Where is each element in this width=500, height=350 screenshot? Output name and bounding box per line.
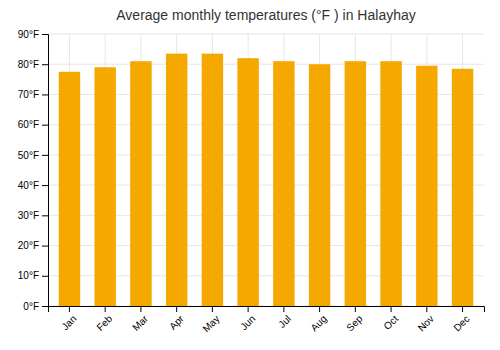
x-tick: Apr [167, 306, 186, 332]
x-tick-mark [391, 306, 392, 312]
y-tick-label: 60°F [18, 119, 39, 130]
x-tick-label: Jan [59, 313, 78, 332]
grid-line-y [48, 64, 484, 65]
bar [166, 54, 187, 306]
x-tick-label: Jul [276, 313, 293, 330]
x-tick-mark [426, 306, 427, 312]
y-tick-mark [42, 276, 48, 277]
bar [273, 61, 294, 306]
x-tick: Jun [238, 306, 257, 332]
x-tick-label: Dec [451, 313, 471, 333]
x-tick-label: Jun [238, 313, 257, 332]
x-tick-mark [248, 306, 249, 312]
y-tick-label: 30°F [18, 210, 39, 221]
grid [48, 34, 484, 306]
bar [452, 69, 473, 306]
plot-area: Jan Feb Mar Apr May Jun Jul Aug Sep Oct Nov Dec 0°F 1… [18, 29, 485, 335]
x-tick: Feb [94, 306, 114, 333]
y-tick: 90°F [18, 29, 48, 40]
bar [202, 54, 223, 306]
x-axis: Jan Feb Mar Apr May Jun Jul Aug Sep Oct Nov Dec [49, 306, 485, 334]
y-tick-label: 80°F [18, 59, 39, 70]
y-tick: 70°F [18, 89, 48, 100]
x-tick-label: Apr [167, 313, 186, 332]
x-tick: Oct [381, 306, 400, 332]
bar [380, 61, 401, 306]
x-tick-mark [105, 306, 106, 312]
x-tick-label: Oct [381, 313, 400, 332]
grid-line-y [48, 34, 484, 35]
y-tick: 10°F [18, 270, 48, 281]
x-tick: Mar [130, 306, 150, 333]
bar [59, 72, 80, 306]
y-tick-mark [42, 306, 48, 307]
x-tick-mark [69, 306, 70, 312]
y-axis-line [42, 35, 49, 307]
y-tick: 60°F [18, 119, 48, 130]
chart-container: Jan Feb Mar Apr May Jun Jul Aug Sep Oct Nov Dec 0°F 1… [0, 0, 500, 350]
bars [59, 54, 474, 306]
bar [130, 61, 151, 306]
y-tick-label: 70°F [18, 89, 39, 100]
y-axis: 0°F 10°F 20°F 30°F 40°F 50°F 60°F 70°F 80°F 90°F [18, 29, 49, 312]
bar [237, 58, 258, 306]
chart-title: Average monthly temperatures (°F ) in Ha… [116, 7, 415, 23]
bar [416, 66, 437, 306]
y-tick-mark [42, 155, 48, 156]
y-tick-mark [42, 246, 48, 247]
x-tick-label: Nov [416, 313, 436, 333]
x-tick-mark [462, 306, 463, 312]
x-tick-label: Feb [94, 313, 114, 333]
x-tick: Sep [344, 306, 365, 333]
x-tick-mark [319, 306, 320, 312]
x-tick-label: Aug [308, 313, 328, 333]
y-tick: 0°F [23, 301, 48, 312]
x-tick-mark [212, 306, 213, 312]
x-tick-mark [355, 306, 356, 312]
y-tick: 80°F [18, 59, 48, 70]
x-tick-mark [283, 306, 284, 312]
y-tick-mark [42, 215, 48, 216]
y-tick-mark [42, 185, 48, 186]
y-tick-mark [42, 34, 48, 35]
y-tick-label: 90°F [18, 29, 39, 40]
x-tick: Jan [59, 306, 78, 332]
y-tick-label: 10°F [18, 270, 39, 281]
x-tick-label: Mar [130, 313, 150, 333]
x-axis-line [49, 307, 485, 313]
chart-svg: Jan Feb Mar Apr May Jun Jul Aug Sep Oct Nov Dec 0°F 1… [0, 0, 500, 350]
bar [309, 64, 330, 306]
bar [345, 61, 366, 306]
x-tick: Dec [451, 306, 471, 333]
y-tick-mark [42, 64, 48, 65]
x-tick: May [200, 306, 221, 334]
y-tick-label: 20°F [18, 240, 39, 251]
y-tick: 50°F [18, 150, 48, 161]
bar [94, 67, 115, 306]
y-tick-mark [42, 94, 48, 95]
y-tick: 40°F [18, 180, 48, 191]
x-tick-mark [176, 306, 177, 312]
y-tick: 30°F [18, 210, 48, 221]
x-tick: Jul [276, 306, 293, 330]
x-tick-label: Sep [344, 313, 365, 334]
x-tick: Aug [308, 306, 328, 333]
y-tick-label: 50°F [18, 150, 39, 161]
x-tick-mark [140, 306, 141, 312]
y-tick: 20°F [18, 240, 48, 251]
x-tick-label: May [200, 313, 221, 334]
y-tick-label: 40°F [18, 180, 39, 191]
x-tick: Nov [416, 306, 436, 333]
y-tick-mark [42, 125, 48, 126]
y-tick-label: 0°F [23, 301, 39, 312]
